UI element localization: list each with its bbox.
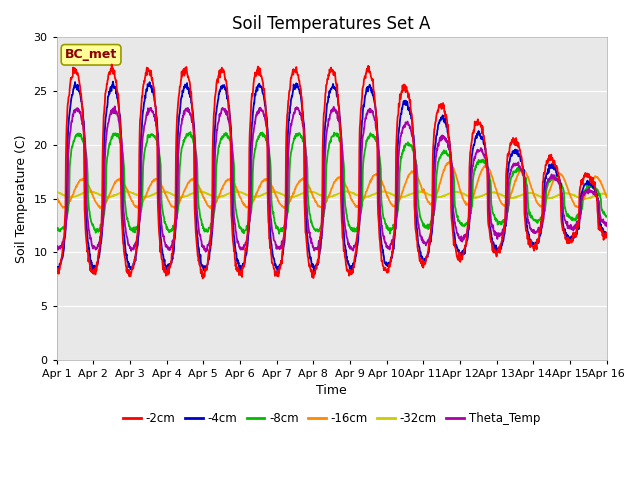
Title: Soil Temperatures Set A: Soil Temperatures Set A	[232, 15, 431, 33]
Y-axis label: Soil Temperature (C): Soil Temperature (C)	[15, 134, 28, 263]
Text: BC_met: BC_met	[65, 48, 117, 61]
Legend: -2cm, -4cm, -8cm, -16cm, -32cm, Theta_Temp: -2cm, -4cm, -8cm, -16cm, -32cm, Theta_Te…	[118, 408, 545, 430]
X-axis label: Time: Time	[316, 384, 347, 397]
